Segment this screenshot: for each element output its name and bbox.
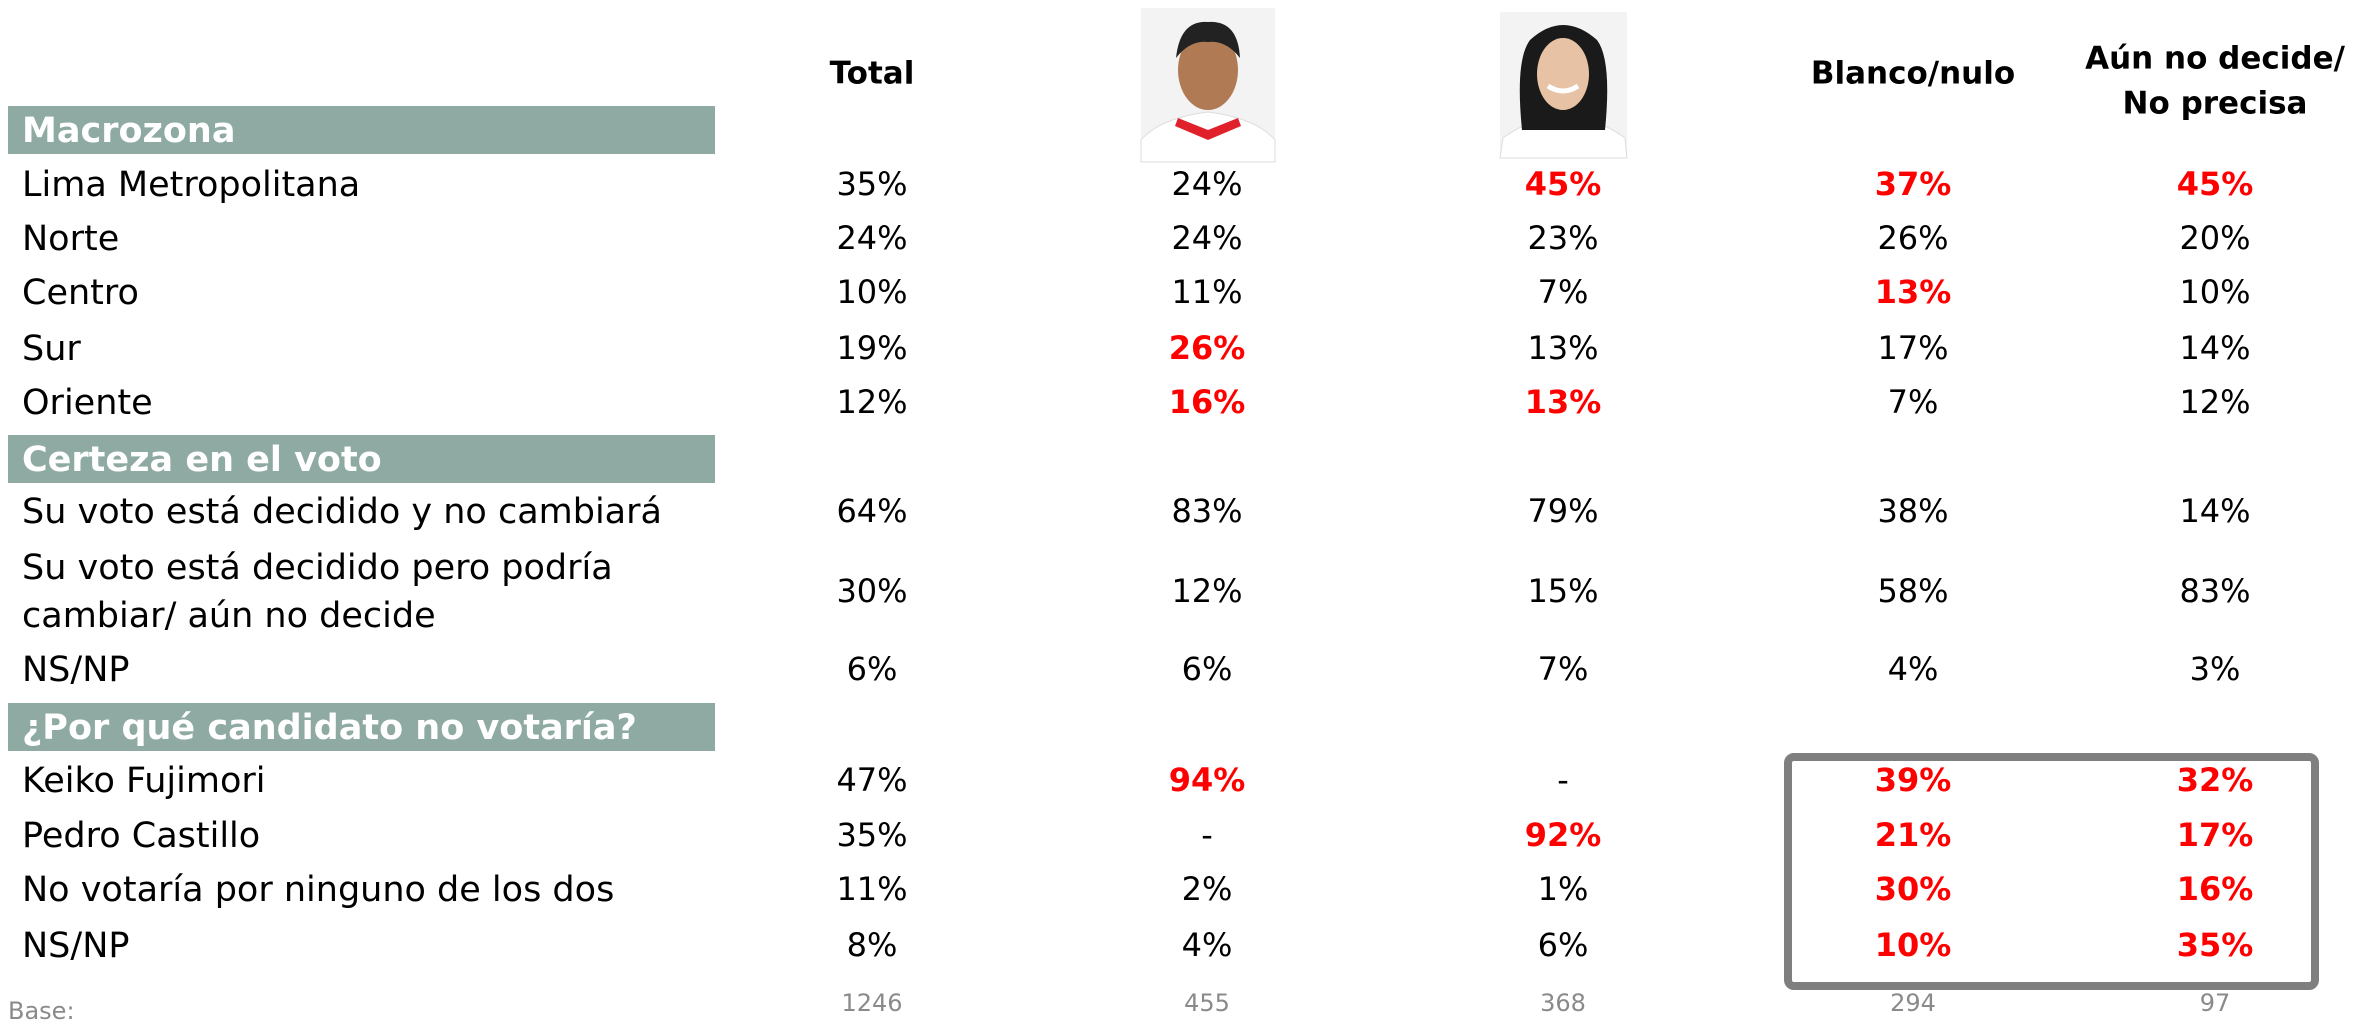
cell: 30% (836, 572, 907, 610)
cell: 19% (836, 329, 907, 367)
cell: 35% (836, 165, 907, 203)
cell: 12% (836, 383, 907, 421)
cell: 26% (1877, 219, 1948, 257)
cell: 13% (1527, 329, 1598, 367)
cell: 7% (1538, 273, 1589, 311)
column-header: No precisa (2123, 86, 2308, 122)
cell: 35% (2177, 926, 2254, 964)
row-label: Pedro Castillo (22, 816, 260, 856)
column-header: Blanco/nulo (1811, 56, 2015, 92)
cell: 38% (1877, 492, 1948, 530)
section-title: ¿Por qué candidato no votaría? (22, 708, 637, 748)
cell: 4% (1888, 650, 1939, 688)
table: Total Blanco/nulo Aún no decide/ No prec… (0, 0, 2354, 1020)
row-label: No votaría por ninguno de los dos (22, 870, 614, 910)
section-title: Certeza en el voto (22, 440, 382, 480)
cell: 15% (1527, 572, 1598, 610)
cell: 6% (1182, 650, 1233, 688)
candidate-photo (1141, 8, 1275, 162)
base-label: Base: (8, 997, 75, 1020)
cell: 7% (1888, 383, 1939, 421)
cell: 83% (2179, 572, 2250, 610)
cell: 10% (2179, 273, 2250, 311)
cell: 1% (1538, 870, 1589, 908)
cell: 13% (1875, 273, 1952, 311)
cell: 12% (1171, 572, 1242, 610)
cell: 20% (2179, 219, 2250, 257)
cell: 92% (1525, 816, 1602, 854)
cell: 17% (2177, 816, 2254, 854)
section-title: Macrozona (22, 111, 235, 151)
candidate-photo (1500, 12, 1627, 158)
cell: 23% (1527, 219, 1598, 257)
cell: 47% (836, 761, 907, 799)
row-label: Su voto está decidido pero podría (22, 548, 613, 588)
cell: 45% (2177, 165, 2254, 203)
row-label: Oriente (22, 383, 153, 423)
cell: 24% (836, 219, 907, 257)
base-value: 1246 (841, 989, 902, 1017)
cell: 6% (847, 650, 898, 688)
row-label: NS/NP (22, 926, 129, 966)
column-header: Aún no decide/ (2085, 41, 2346, 77)
base-value: 97 (2200, 989, 2231, 1017)
cell: 11% (836, 870, 907, 908)
cell: 14% (2179, 329, 2250, 367)
cell: 2% (1182, 870, 1233, 908)
cell: 24% (1171, 219, 1242, 257)
cell: 6% (1538, 926, 1589, 964)
cell: 12% (2179, 383, 2250, 421)
cell: 79% (1527, 492, 1598, 530)
cell: 64% (836, 492, 907, 530)
cell: 10% (836, 273, 907, 311)
column-header: Total (830, 56, 915, 92)
cell: 8% (847, 926, 898, 964)
cell: 4% (1182, 926, 1233, 964)
cell: 58% (1877, 572, 1948, 610)
cell: 45% (1525, 165, 1602, 203)
base-value: 294 (1890, 989, 1936, 1017)
cell: 3% (2190, 650, 2241, 688)
base-value: 368 (1540, 989, 1586, 1017)
cell: 83% (1171, 492, 1242, 530)
cell: 35% (836, 816, 907, 854)
cell: 24% (1171, 165, 1242, 203)
cell: 11% (1171, 273, 1242, 311)
base-value: 455 (1184, 989, 1230, 1017)
page: {"header": {"total": "Total", "blanco": … (0, 0, 2354, 1020)
cell: - (1557, 761, 1569, 799)
cell: 16% (2177, 870, 2254, 908)
cell: 94% (1169, 761, 1246, 799)
cell: 7% (1538, 650, 1589, 688)
cell: 14% (2179, 492, 2250, 530)
cell: 10% (1875, 926, 1952, 964)
row-label: Lima Metropolitana (22, 165, 360, 205)
row-label: cambiar/ aún no decide (22, 596, 436, 636)
cell: - (1201, 816, 1213, 854)
row-label: NS/NP (22, 650, 129, 690)
cell: 30% (1875, 870, 1952, 908)
cell: 17% (1877, 329, 1948, 367)
row-label: Keiko Fujimori (22, 761, 266, 801)
row-label: Su voto está decidido y no cambiará (22, 492, 662, 532)
cell: 16% (1169, 383, 1246, 421)
row-label: Centro (22, 273, 139, 313)
cell: 37% (1875, 165, 1952, 203)
cell: 13% (1525, 383, 1602, 421)
row-label: Norte (22, 219, 119, 259)
cell: 26% (1169, 329, 1246, 367)
cell: 39% (1875, 761, 1952, 799)
cell: 32% (2177, 761, 2254, 799)
row-label: Sur (22, 329, 81, 369)
cell: 21% (1875, 816, 1952, 854)
